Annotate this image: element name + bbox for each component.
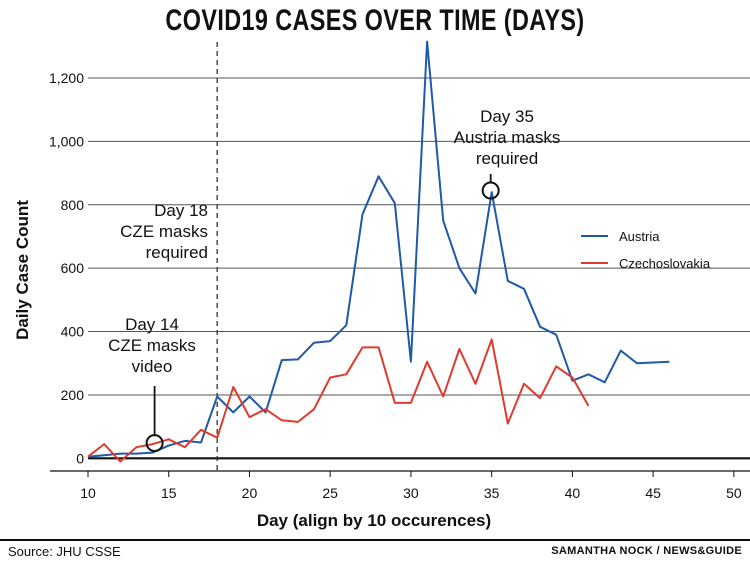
x-tick-label: 45 — [645, 485, 661, 501]
chart-title: COVID19 CASES OVER TIME (DAYS) — [165, 4, 585, 37]
legend-label-czechoslovakia: Czechoslovakia — [619, 256, 711, 271]
annotation-labels: Day 18 CZE masks required Day 14 CZE masks vi… — [108, 107, 560, 376]
y-tick-label: 0 — [76, 450, 84, 466]
day35-label-line: Day 35 — [480, 107, 534, 126]
legend-label-austria: Austria — [619, 229, 660, 244]
x-tick-labels: 10 15 20 25 30 35 40 45 50 — [80, 485, 742, 501]
y-tick-label: 400 — [61, 324, 85, 340]
y-tick-label: 800 — [61, 197, 85, 213]
x-tick-label: 20 — [242, 485, 258, 501]
legend: Austria Czechoslovakia — [581, 229, 711, 271]
series-lines — [87, 40, 670, 463]
y-tick-label: 1,200 — [49, 70, 84, 86]
day14-label-line: CZE masks — [108, 336, 196, 355]
day35-label-line: Austria masks — [454, 128, 561, 147]
annotation-markers — [153, 42, 492, 471]
y-axis-title: Daily Case Count — [13, 200, 32, 340]
day14-label-line: video — [132, 357, 173, 376]
x-tick-label: 30 — [403, 485, 419, 501]
day35-label-line: required — [476, 149, 538, 168]
x-tick-label: 35 — [484, 485, 500, 501]
x-tick-label: 25 — [322, 485, 338, 501]
x-axis-title: Day (align by 10 occurences) — [257, 511, 491, 530]
y-tick-labels: 0 200 400 600 800 1,000 1,200 — [49, 70, 84, 466]
day14-label-line: Day 14 — [125, 315, 179, 334]
source-note: Source: JHU CSSE — [8, 544, 121, 559]
y-tick-label: 1,000 — [49, 133, 84, 149]
day14-marker-circle — [145, 434, 164, 453]
series-line-austria — [87, 40, 670, 458]
x-tick-label: 50 — [726, 485, 742, 501]
series-line-czechoslovakia — [87, 338, 590, 463]
day18-label-line: CZE masks — [120, 222, 208, 241]
day35-marker-circle — [481, 181, 500, 200]
day18-label-line: Day 18 — [154, 201, 208, 220]
x-tick-label: 40 — [565, 485, 581, 501]
x-tick-label: 10 — [80, 485, 96, 501]
footer-divider — [0, 539, 750, 541]
x-tick-label: 15 — [161, 485, 177, 501]
y-tick-label: 200 — [61, 387, 85, 403]
day18-label-line: required — [146, 243, 208, 262]
annotation-circles — [145, 181, 500, 453]
y-tick-label: 600 — [61, 260, 85, 276]
credit-line: SAMANTHA NOCK / NEWS&GUIDE — [551, 545, 742, 557]
